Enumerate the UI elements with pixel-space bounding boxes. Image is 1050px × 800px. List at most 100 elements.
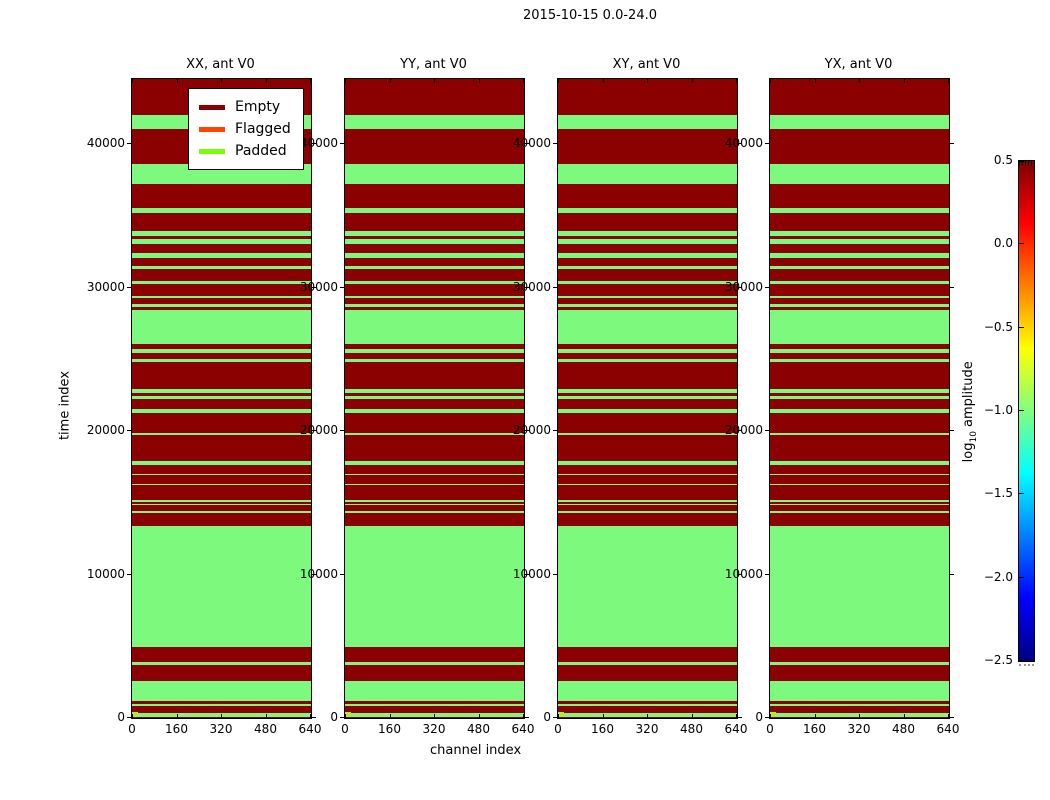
padded-band: [132, 358, 311, 362]
x-tick-label: 0: [128, 722, 136, 736]
padded-band: [345, 526, 524, 647]
padded-band: [558, 252, 737, 258]
x-tick-label: 320: [422, 722, 446, 736]
padded-band: [558, 207, 737, 213]
y-tick-mark: [765, 286, 769, 288]
padded-band: [558, 408, 737, 413]
y-tick-mark: [553, 573, 557, 575]
colorbar-tick-mark: [1019, 660, 1024, 661]
x-tick-label: 480: [254, 722, 277, 736]
x-tick-mark: [478, 79, 480, 83]
y-tick-mark: [738, 143, 742, 144]
x-tick-label: 160: [165, 722, 188, 736]
figure-title: 2015-10-15 0.0-24.0: [523, 8, 657, 23]
y-tick-label: 0: [330, 710, 338, 724]
padded-band: [345, 348, 524, 353]
x-tick-label: 160: [378, 722, 401, 736]
padded-band: [770, 704, 949, 707]
x-tick-label: 640: [511, 722, 535, 736]
y-tick-mark: [553, 143, 557, 144]
padded-band: [770, 483, 949, 485]
x-tick-mark: [310, 714, 311, 718]
y-tick-mark: [127, 573, 131, 575]
padded-band: [132, 266, 311, 269]
colorbar-tick-label: −0.5: [983, 319, 1013, 334]
y-tick-mark: [340, 143, 344, 144]
padded-band: [770, 500, 949, 502]
padded-band: [345, 266, 524, 269]
heatmap-panel-xy: [557, 78, 738, 719]
x-tick-label: 160: [803, 722, 826, 736]
panel-title-xx: XX, ant V0: [186, 57, 255, 72]
y-tick-label: 10000: [512, 566, 551, 581]
y-tick-mark: [525, 286, 529, 288]
x-tick-label: 320: [635, 722, 659, 736]
padded-band: [345, 681, 524, 701]
padded-band: [132, 408, 311, 413]
padded-band: [132, 432, 311, 435]
x-tick-mark: [558, 714, 559, 718]
padded-band: [770, 309, 949, 344]
padded-band: [132, 461, 311, 466]
padded-band: [132, 681, 311, 701]
padded-band: [770, 280, 949, 284]
x-tick-label: 0: [341, 722, 349, 736]
padded-band: [770, 396, 949, 399]
y-tick-label: 10000: [299, 566, 338, 581]
x-tick-mark: [770, 79, 771, 83]
y-tick-label: 20000: [86, 423, 125, 437]
y-tick-mark: [738, 430, 742, 431]
x-tick-mark: [221, 714, 222, 718]
x-axis-label: channel index: [430, 743, 522, 758]
padded-band: [770, 348, 949, 353]
y-tick-mark: [340, 286, 344, 288]
padded-band: [132, 510, 311, 513]
padded-band: [345, 473, 524, 475]
padded-band: [558, 358, 737, 362]
panel-title-xy: XY, ant V0: [612, 57, 681, 72]
padded-band: [770, 230, 949, 236]
padded-band: [345, 163, 524, 184]
x-tick-label: 0: [766, 722, 774, 736]
y-tick-label: 40000: [299, 136, 338, 150]
y-tick-mark: [950, 717, 954, 718]
x-tick-mark: [558, 79, 559, 83]
padded-band: [345, 510, 524, 513]
x-tick-mark: [859, 79, 860, 83]
colorbar-tick-mark: [1019, 493, 1024, 495]
padded-band: [345, 500, 524, 502]
x-tick-mark: [176, 79, 178, 83]
x-tick-mark: [523, 79, 524, 83]
panel-title-yx: YX, ant V0: [824, 57, 893, 72]
x-tick-label: 480: [680, 722, 703, 736]
y-tick-mark: [312, 573, 316, 575]
y-tick-mark: [340, 573, 344, 575]
padded-band: [770, 114, 949, 129]
x-tick-mark: [523, 714, 524, 718]
x-tick-mark: [434, 79, 435, 83]
padded-band: [345, 295, 524, 298]
colorbar-tick-mark: [1019, 243, 1024, 245]
padded-band: [132, 388, 311, 393]
x-tick-mark: [221, 79, 222, 83]
colorbar-underflow-dots: [1019, 664, 1034, 668]
x-tick-mark: [602, 79, 604, 83]
colorbar-tick-label: 0.0: [993, 236, 1013, 251]
padded-band: [345, 230, 524, 236]
y-tick-mark: [765, 717, 769, 718]
padded-band: [558, 348, 737, 353]
padded-band: [345, 238, 524, 244]
y-tick-mark: [738, 286, 742, 288]
y-tick-mark: [553, 717, 557, 718]
x-tick-label: 640: [298, 722, 322, 736]
padded-band: [132, 500, 311, 502]
padded-band: [132, 230, 311, 236]
legend-item-padded: Padded: [199, 140, 295, 162]
padded-band: [770, 408, 949, 413]
y-tick-label: 0: [543, 710, 551, 724]
padded-band: [558, 704, 737, 707]
x-tick-mark: [132, 79, 133, 83]
heatmap-panel-plot-area: [770, 79, 949, 718]
padded-band: [345, 309, 524, 344]
colorbar-tick-label: −1.5: [983, 486, 1013, 501]
